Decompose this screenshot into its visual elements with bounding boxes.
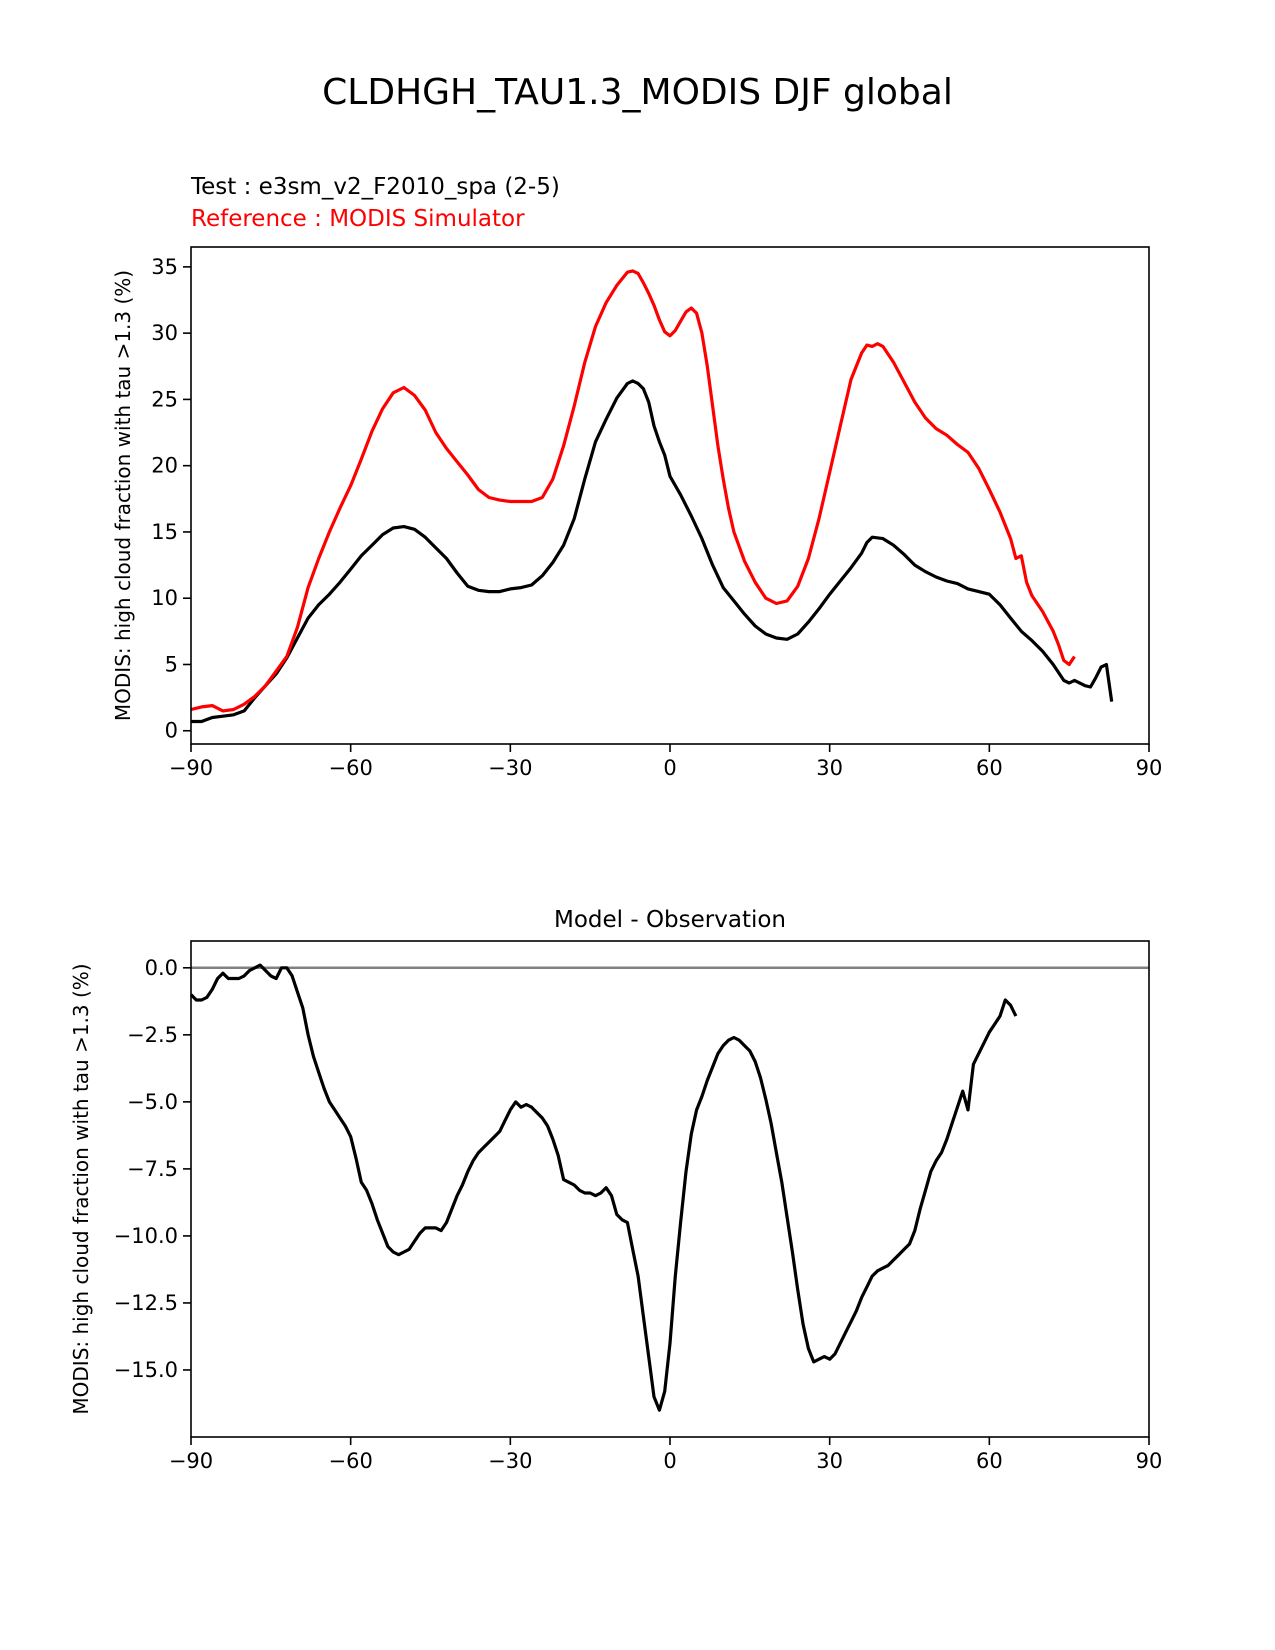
bottom-panel: −90 −60 −30 0 30 60 90 0.0 −2.5 −5.0 −7.5 −10.0 −12.… <box>69 907 1162 1473</box>
top-panel: −90 −60 −30 0 30 60 90 0 5 10 15 20 25 30 35 MODIS: hig… <box>111 246 1163 780</box>
x-tick-label: −30 <box>488 1449 532 1473</box>
x-tick-label: −60 <box>329 1449 373 1473</box>
x-tick-label: −90 <box>169 756 213 780</box>
figure-title: CLDHGH_TAU1.3_MODIS DJF global <box>322 72 953 113</box>
x-tick-label: 60 <box>976 1449 1003 1473</box>
x-tick-label: 30 <box>816 1449 843 1473</box>
x-tick-label: 60 <box>976 756 1003 780</box>
series-line-difference <box>189 963 1018 1412</box>
test-label: Test : e3sm_v2_F2010_spa (2-5) <box>191 174 560 200</box>
y-tick-label: 20 <box>151 454 178 478</box>
axes-frame <box>190 246 1150 745</box>
panel-title: Model - Observation <box>554 907 786 933</box>
x-tick-label: −90 <box>169 1449 213 1473</box>
y-tick-label: −12.5 <box>114 1291 178 1315</box>
x-tick-label: 90 <box>1136 756 1163 780</box>
x-tick-label: −60 <box>329 756 373 780</box>
y-axis-label: MODIS: high cloud fraction with tau >1.3… <box>69 963 93 1414</box>
series-line-test <box>191 379 1114 724</box>
y-tick-label: −7.5 <box>127 1157 178 1181</box>
x-tick-label: −30 <box>488 756 532 780</box>
x-tick-label: 0 <box>663 756 676 780</box>
y-tick-label: 0 <box>165 719 178 743</box>
axes-frame <box>190 940 1150 1438</box>
y-tick-label: −10.0 <box>114 1224 178 1248</box>
x-tick-label: 90 <box>1136 1449 1163 1473</box>
y-tick-label: 0.0 <box>145 956 178 980</box>
series-line-reference <box>190 269 1076 713</box>
x-tick-label: 0 <box>663 1449 676 1473</box>
reference-label: Reference : MODIS Simulator <box>191 206 525 232</box>
x-tick-label: 30 <box>816 756 843 780</box>
y-tick-label: 30 <box>151 321 178 345</box>
y-tick-label: 10 <box>151 586 178 610</box>
y-tick-label: 25 <box>151 387 178 411</box>
y-tick-label: 5 <box>165 652 178 676</box>
y-tick-label: −5.0 <box>127 1090 178 1114</box>
y-tick-label: −15.0 <box>114 1358 178 1382</box>
y-tick-label: −2.5 <box>127 1023 178 1047</box>
y-tick-label: 15 <box>151 520 178 544</box>
y-axis-label: MODIS: high cloud fraction with tau >1.3… <box>111 270 135 721</box>
y-tick-label: 35 <box>151 255 178 279</box>
